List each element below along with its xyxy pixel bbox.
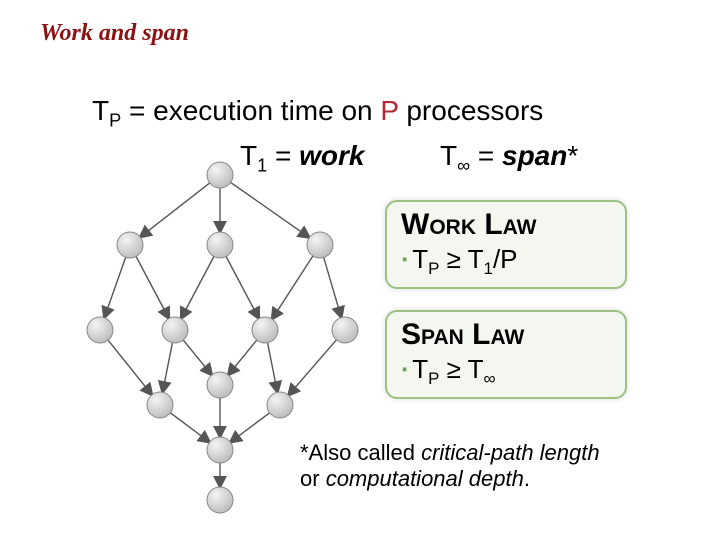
bullet-icon: ∙ [401,354,408,384]
work-law-title: Work Law [401,208,611,242]
graph-edge [272,256,313,319]
graph-edge [163,343,173,393]
graph-edge [104,257,125,317]
graph-edge [108,340,152,395]
graph-edge [181,256,214,318]
graph-node [332,317,358,343]
graph-node [87,317,113,343]
dependency-graph [60,150,380,520]
graph-node [307,232,333,258]
graph-edge [170,413,209,442]
graph-node [207,437,233,463]
span-law-body: ∙TP ≥ T∞ [401,354,611,389]
graph-edge [228,340,257,375]
work-law-body: ∙TP ≥ T1/P [401,244,611,279]
graph-edge [268,343,278,393]
graph-node [162,317,188,343]
slide-title: Work and span [40,20,189,47]
graph-node [207,487,233,513]
graph-edge [140,183,209,237]
graph-edge [324,257,342,317]
graph-edge [289,340,337,395]
graph-edge [230,413,269,442]
graph-node [252,317,278,343]
graph-node [117,232,143,258]
bullet-icon: ∙ [401,244,408,274]
highlight-P: P [380,95,398,126]
graph-node [147,392,173,418]
span-law-box: Span Law ∙TP ≥ T∞ [385,310,627,399]
graph-node [207,372,233,398]
graph-edge [231,182,310,237]
definition-line: TP = execution time on P processors [92,95,543,132]
graph-edge [136,256,169,318]
graph-edge [226,256,259,318]
graph-node [207,232,233,258]
span-law-title: Span Law [401,318,611,352]
tinf-span: T∞ = span* [440,140,578,177]
work-law-box: Work Law ∙TP ≥ T1/P [385,200,627,289]
graph-edge [183,340,212,375]
graph-node [207,162,233,188]
graph-node [267,392,293,418]
